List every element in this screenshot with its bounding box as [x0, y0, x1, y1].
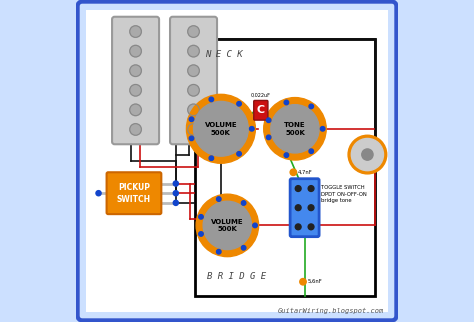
Circle shape	[237, 152, 241, 156]
Circle shape	[308, 205, 314, 211]
FancyBboxPatch shape	[254, 100, 268, 120]
Circle shape	[295, 205, 301, 211]
Circle shape	[173, 191, 178, 196]
Circle shape	[309, 149, 313, 154]
Circle shape	[188, 45, 200, 57]
Circle shape	[189, 136, 194, 141]
Circle shape	[196, 194, 259, 257]
Circle shape	[362, 149, 373, 160]
Circle shape	[241, 246, 246, 250]
FancyBboxPatch shape	[78, 2, 396, 320]
Circle shape	[199, 232, 203, 236]
Circle shape	[308, 185, 314, 191]
Circle shape	[309, 104, 313, 109]
Circle shape	[295, 185, 301, 191]
Text: GuitarWiring.blogspot.com: GuitarWiring.blogspot.com	[277, 308, 383, 314]
Circle shape	[203, 201, 252, 250]
Circle shape	[130, 65, 141, 77]
Circle shape	[241, 201, 246, 205]
Circle shape	[188, 124, 200, 135]
Text: VOLUME
500K: VOLUME 500K	[205, 122, 237, 136]
Circle shape	[351, 138, 383, 171]
Circle shape	[284, 153, 289, 157]
Circle shape	[188, 26, 200, 37]
Text: VOLUME
500K: VOLUME 500K	[211, 219, 244, 232]
Circle shape	[253, 223, 257, 228]
Circle shape	[130, 104, 141, 116]
Circle shape	[295, 224, 301, 230]
Circle shape	[96, 191, 101, 196]
Circle shape	[130, 45, 141, 57]
Circle shape	[130, 124, 141, 135]
Circle shape	[173, 181, 178, 186]
FancyBboxPatch shape	[170, 17, 217, 144]
Text: PICKUP
SWITCH: PICKUP SWITCH	[117, 183, 151, 204]
Text: 4,7nF: 4,7nF	[298, 170, 313, 175]
Circle shape	[217, 197, 221, 201]
Text: C: C	[257, 105, 265, 115]
Circle shape	[284, 100, 289, 105]
Circle shape	[130, 26, 141, 37]
Circle shape	[188, 84, 200, 96]
Circle shape	[271, 105, 319, 153]
Circle shape	[209, 156, 214, 160]
Bar	[195, 39, 375, 296]
FancyBboxPatch shape	[290, 179, 319, 237]
Text: TOGGLE SWITCH
DPDT ON-OFF-ON
bridge tone: TOGGLE SWITCH DPDT ON-OFF-ON bridge tone	[321, 185, 366, 203]
Circle shape	[188, 104, 200, 116]
Circle shape	[249, 127, 254, 131]
Circle shape	[209, 97, 214, 102]
Text: B R I D G E: B R I D G E	[208, 272, 266, 281]
Text: N E C K: N E C K	[205, 50, 243, 59]
Circle shape	[320, 127, 325, 131]
Circle shape	[348, 135, 387, 174]
Circle shape	[308, 224, 314, 230]
Circle shape	[290, 169, 297, 175]
Circle shape	[264, 98, 326, 160]
Circle shape	[193, 101, 248, 156]
Circle shape	[266, 118, 271, 122]
FancyBboxPatch shape	[107, 172, 161, 214]
Circle shape	[237, 101, 241, 106]
Circle shape	[217, 250, 221, 254]
Circle shape	[130, 84, 141, 96]
Text: TONE
500K: TONE 500K	[284, 122, 306, 136]
Circle shape	[173, 200, 178, 205]
Circle shape	[186, 94, 255, 163]
Text: 5,6nF: 5,6nF	[308, 279, 323, 284]
Circle shape	[188, 65, 200, 77]
Circle shape	[189, 117, 194, 121]
Circle shape	[300, 279, 306, 285]
Circle shape	[199, 214, 203, 219]
Text: 0,022uF: 0,022uF	[251, 92, 271, 98]
Circle shape	[266, 135, 271, 140]
FancyBboxPatch shape	[112, 17, 159, 144]
